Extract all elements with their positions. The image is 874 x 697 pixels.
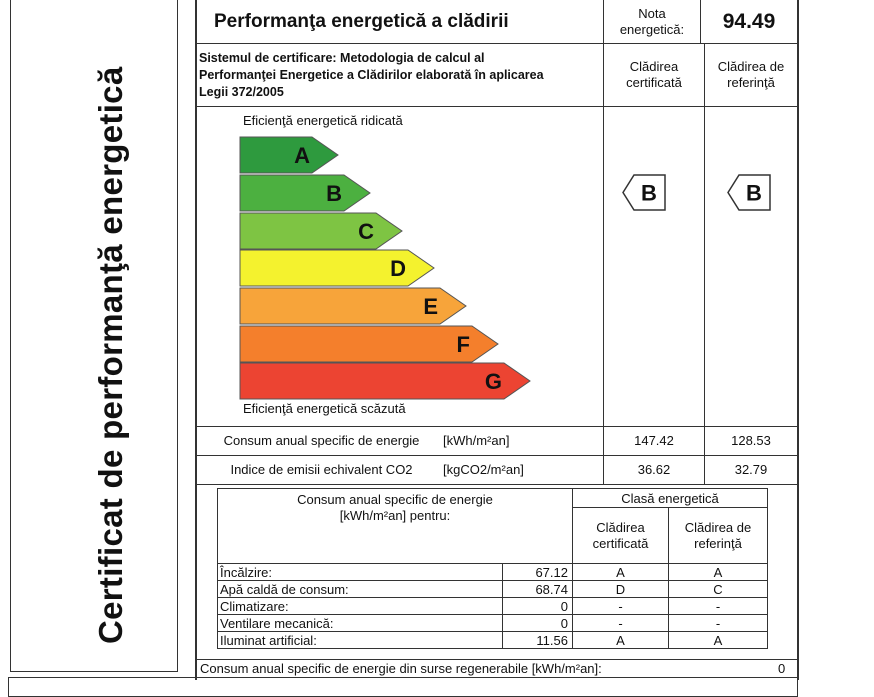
divider	[195, 659, 798, 660]
summary-reference: 32.79	[704, 455, 798, 485]
breakdown-reference-class: A	[668, 563, 768, 581]
energy-class-letter: E	[423, 294, 438, 319]
energy-class-letter: G	[485, 369, 502, 394]
breakdown-value: 11.56	[502, 631, 573, 649]
summary-label: Indice de emisii echivalent CO2	[230, 462, 413, 477]
energy-class-arrow	[239, 174, 371, 212]
summary-reference: 128.53	[704, 426, 798, 456]
class-header: Clasă energetică	[572, 488, 768, 508]
class-marker-arrow	[727, 174, 771, 211]
breakdown-value: 0	[502, 614, 573, 632]
energy-class-g-bar: G	[239, 362, 531, 400]
breakdown-col-reference: Clădirea de referinţă	[668, 507, 768, 564]
energy-class-arrow	[239, 287, 467, 325]
energy-class-b-bar: B	[239, 174, 371, 212]
class-marker-letter: B	[641, 181, 657, 206]
breakdown-reference-class: C	[668, 580, 768, 598]
class-marker-letter: B	[746, 181, 762, 206]
energy-class-arrow	[239, 249, 435, 287]
scale-top-label: Eficienţă energetică ridicată	[243, 113, 403, 128]
breakdown-reference-class: -	[668, 614, 768, 632]
breakdown-value: 68.74	[502, 580, 573, 598]
breakdown-certified-class: A	[572, 563, 669, 581]
breakdown-certified-class: D	[572, 580, 669, 598]
class-marker-arrow	[622, 174, 666, 211]
scale-bottom-label: Eficienţă energetică scăzută	[243, 401, 406, 416]
energy-class-a-bar: A	[239, 136, 339, 174]
breakdown-value: 0	[502, 597, 573, 615]
breakdown-label: Iluminat artificial:	[217, 631, 503, 649]
breakdown-certified-class: -	[572, 597, 669, 615]
energy-class-d-bar: D	[239, 249, 435, 287]
breakdown-col-certified: Clădirea certificată	[572, 507, 669, 564]
breakdown-reference-class: -	[668, 597, 768, 615]
breakdown-certified-class: A	[572, 631, 669, 649]
energy-class-f-bar: F	[239, 325, 499, 363]
energy-class-letter: A	[294, 143, 310, 168]
energy-class-arrow	[239, 325, 499, 363]
summary-row: Indice de emisii echivalent CO2 [kgCO2/m…	[195, 455, 604, 485]
breakdown-label: Apă caldă de consum:	[217, 580, 503, 598]
certification-system: Sistemul de certificare: Metodologia de …	[195, 43, 604, 107]
frame-right	[797, 0, 799, 680]
summary-certified: 36.62	[603, 455, 705, 485]
breakdown-value: 67.12	[502, 563, 573, 581]
summary-certified: 147.42	[603, 426, 705, 456]
breakdown-certified-class: -	[572, 614, 669, 632]
breakdown-reference-class: A	[668, 631, 768, 649]
summary-row: Consum anual specific de energie [kWh/m²…	[195, 426, 604, 456]
energy-class-letter: F	[457, 332, 470, 357]
side-title-panel: Certificat de performanţă energetică	[10, 0, 178, 672]
energy-class-letter: B	[326, 181, 342, 206]
energy-class-arrow	[239, 212, 403, 250]
breakdown-label: Încălzire:	[217, 563, 503, 581]
energy-class-letter: D	[390, 256, 406, 281]
next-section-box	[8, 677, 798, 697]
summary-unit: [kgCO2/m²an]	[443, 462, 524, 477]
energy-class-c-bar: C	[239, 212, 403, 250]
breakdown-label: Ventilare mecanică:	[217, 614, 503, 632]
breakdown-header: Consum anual specific de energie [kWh/m²…	[217, 488, 573, 564]
certified-class-marker: B	[622, 174, 666, 211]
renewable-label: Consum anual specific de energie din sur…	[200, 661, 602, 676]
energy-class-arrow	[239, 362, 531, 400]
reference-class-marker: B	[727, 174, 771, 211]
energy-class-e-bar: E	[239, 287, 467, 325]
energy-class-letter: C	[358, 219, 374, 244]
renewable-value: 0	[778, 661, 786, 676]
breakdown-label: Climatizare:	[217, 597, 503, 615]
summary-label: Consum anual specific de energie	[223, 433, 420, 448]
summary-unit: [kWh/m²an]	[443, 433, 510, 448]
energy-class-arrow	[239, 136, 339, 174]
